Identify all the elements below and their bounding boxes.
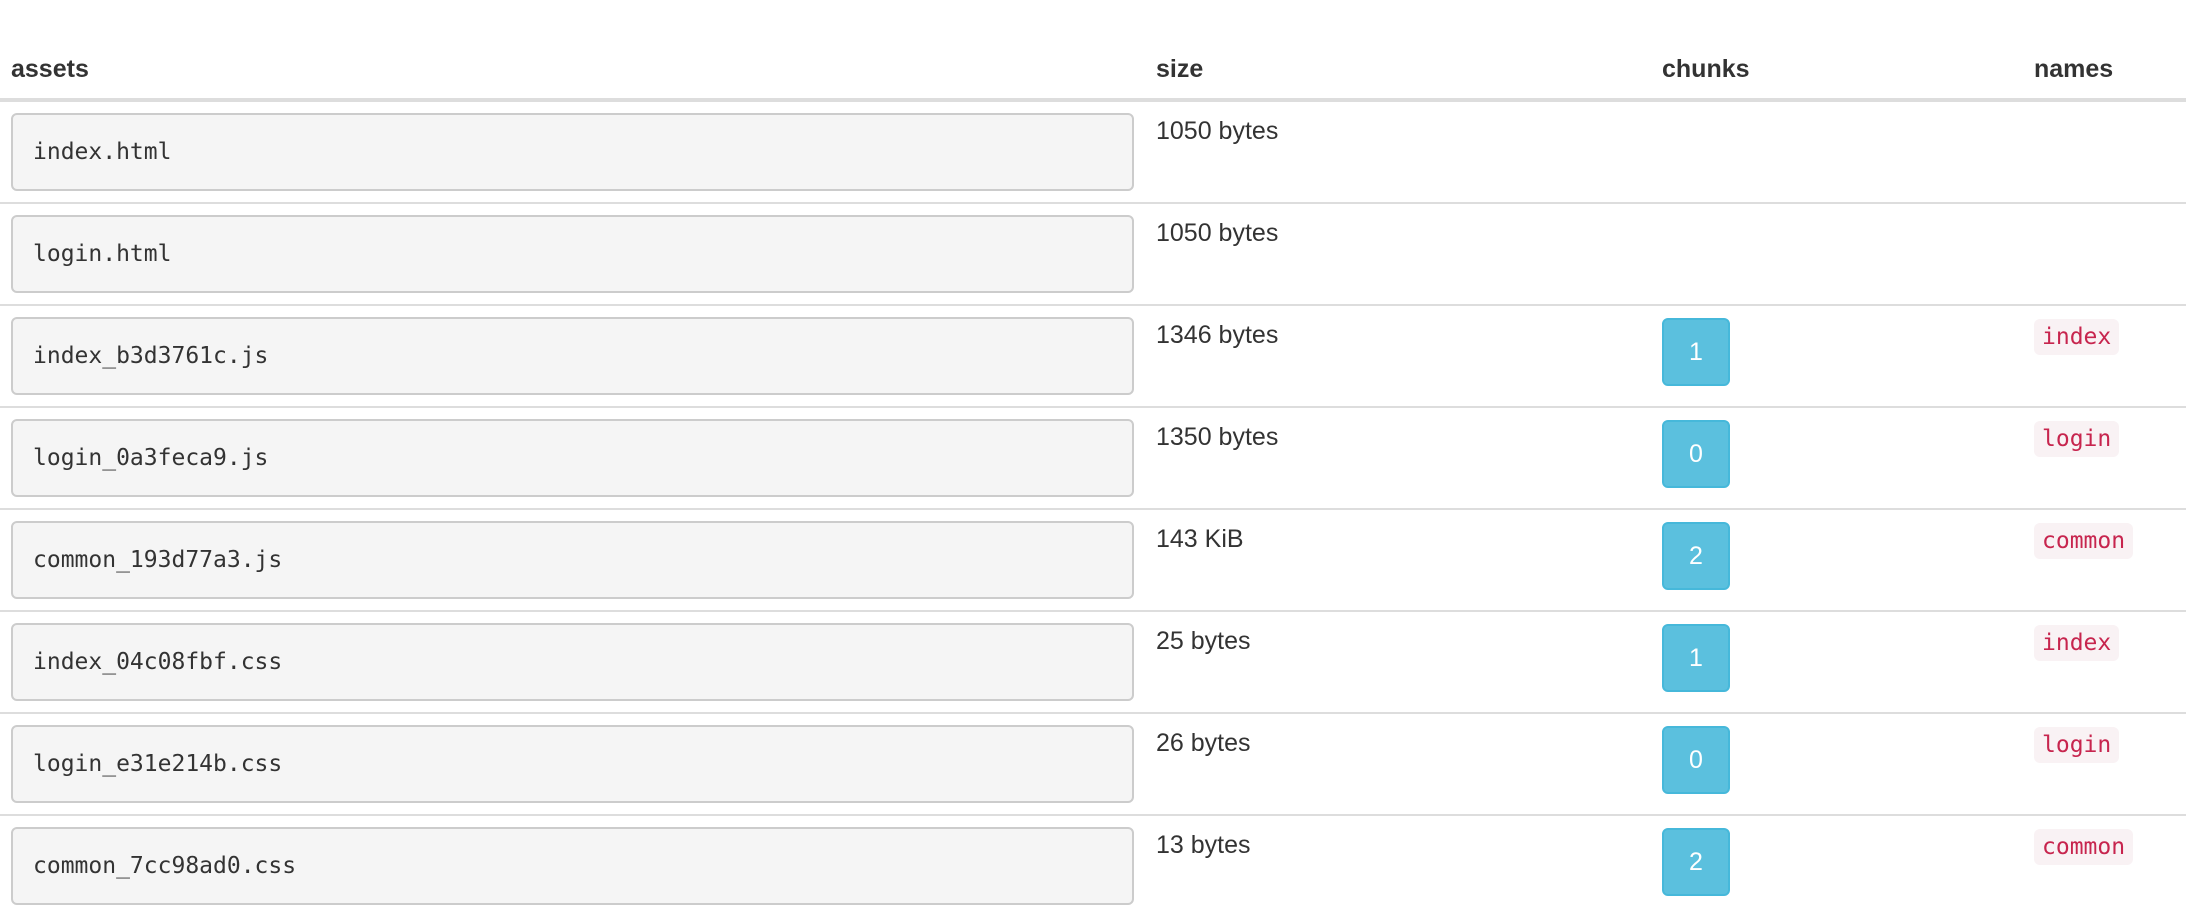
chunks-cell <box>1651 202 2023 305</box>
asset-name-field[interactable]: index_b3d3761c.js <box>11 317 1134 395</box>
asset-cell: login_e31e214b.css <box>0 712 1145 815</box>
header-size: size <box>1145 0 1651 102</box>
names-cell: login <box>2023 712 2186 815</box>
chunk-name: common <box>2034 523 2134 559</box>
asset-name-field[interactable]: index.html <box>11 113 1134 191</box>
asset-cell: common_7cc98ad0.css <box>0 814 1145 916</box>
chunk-badge[interactable]: 1 <box>1662 318 1730 386</box>
names-cell: common <box>2023 508 2186 611</box>
asset-name-field[interactable]: common_193d77a3.js <box>11 521 1134 599</box>
asset-cell: common_193d77a3.js <box>0 508 1145 611</box>
names-cell: index <box>2023 610 2186 713</box>
size-cell: 25 bytes <box>1145 610 1651 713</box>
chunk-badge[interactable]: 0 <box>1662 420 1730 488</box>
size-cell: 1050 bytes <box>1145 202 1651 305</box>
asset-name-field[interactable]: common_7cc98ad0.css <box>11 827 1134 905</box>
chunk-badge[interactable]: 2 <box>1662 522 1730 590</box>
header-names: names <box>2023 0 2186 102</box>
chunk-name: common <box>2034 829 2134 865</box>
size-cell: 143 KiB <box>1145 508 1651 611</box>
names-cell <box>2023 100 2186 203</box>
size-cell: 13 bytes <box>1145 814 1651 916</box>
asset-cell: index_04c08fbf.css <box>0 610 1145 713</box>
asset-name-field[interactable]: login_0a3feca9.js <box>11 419 1134 497</box>
table-row: login.html 1050 bytes <box>0 202 2186 305</box>
chunks-cell: 1 <box>1651 304 2023 407</box>
table-row: index_b3d3761c.js 1346 bytes 1 index <box>0 304 2186 407</box>
asset-name-field[interactable]: index_04c08fbf.css <box>11 623 1134 701</box>
asset-cell: login.html <box>0 202 1145 305</box>
names-cell: login <box>2023 406 2186 509</box>
table-row: common_7cc98ad0.css 13 bytes 2 common <box>0 814 2186 916</box>
names-cell: index <box>2023 304 2186 407</box>
asset-cell: index.html <box>0 100 1145 203</box>
asset-name-field[interactable]: login.html <box>11 215 1134 293</box>
table-row: login_e31e214b.css 26 bytes 0 login <box>0 712 2186 815</box>
asset-name-field[interactable]: login_e31e214b.css <box>11 725 1134 803</box>
header-assets: assets <box>0 0 1145 102</box>
table-header-row: assets size chunks names <box>0 0 2186 102</box>
table-row: common_193d77a3.js 143 KiB 2 common <box>0 508 2186 611</box>
names-cell <box>2023 202 2186 305</box>
asset-cell: login_0a3feca9.js <box>0 406 1145 509</box>
size-cell: 1350 bytes <box>1145 406 1651 509</box>
chunk-badge[interactable]: 1 <box>1662 624 1730 692</box>
chunk-name: index <box>2034 625 2120 661</box>
chunk-badge[interactable]: 0 <box>1662 726 1730 794</box>
table-row: index_04c08fbf.css 25 bytes 1 index <box>0 610 2186 713</box>
chunks-cell: 0 <box>1651 406 2023 509</box>
chunks-cell <box>1651 100 2023 203</box>
size-cell: 26 bytes <box>1145 712 1651 815</box>
chunks-cell: 2 <box>1651 508 2023 611</box>
names-cell: common <box>2023 814 2186 916</box>
header-chunks: chunks <box>1651 0 2023 102</box>
table-row: login_0a3feca9.js 1350 bytes 0 login <box>0 406 2186 509</box>
chunk-badge[interactable]: 2 <box>1662 828 1730 896</box>
chunk-name: login <box>2034 421 2120 457</box>
table-body: index.html 1050 bytes login.html 1050 by… <box>0 100 2186 916</box>
table-row: index.html 1050 bytes <box>0 100 2186 203</box>
asset-cell: index_b3d3761c.js <box>0 304 1145 407</box>
size-cell: 1346 bytes <box>1145 304 1651 407</box>
chunk-name: index <box>2034 319 2120 355</box>
chunks-cell: 0 <box>1651 712 2023 815</box>
chunks-cell: 2 <box>1651 814 2023 916</box>
chunk-name: login <box>2034 727 2120 763</box>
size-cell: 1050 bytes <box>1156 117 1279 145</box>
chunks-cell: 1 <box>1651 610 2023 713</box>
